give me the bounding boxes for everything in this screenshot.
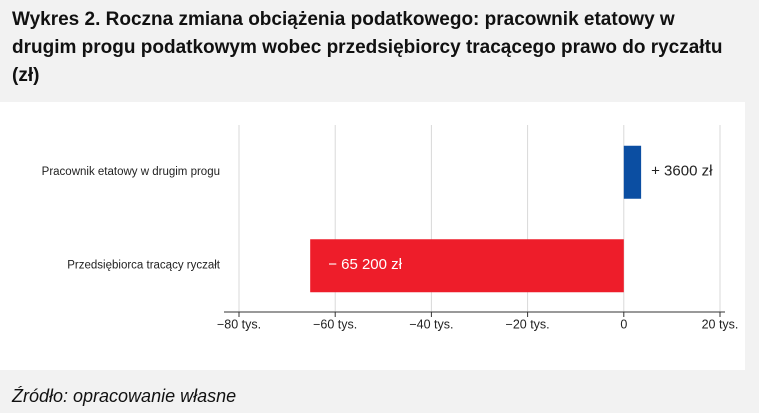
chart: −80 tys. −60 tys. −40 tys. −20 tys. 0 20 tys.… xyxy=(0,102,745,370)
y-tick-label: Przedsiębiorca tracący ryczałt xyxy=(67,259,221,271)
x-tick-label: −60 tys. xyxy=(313,317,357,331)
x-tick-label: 0 xyxy=(620,317,627,331)
chart-background xyxy=(0,102,745,370)
y-tick-label: Pracownik etatowy w drugim progu xyxy=(42,166,220,178)
value-label: + 3600 zł xyxy=(651,163,713,180)
bar xyxy=(310,239,624,293)
x-tick-label: −40 tys. xyxy=(409,317,453,331)
x-tick-label: −80 tys. xyxy=(217,317,261,331)
bar xyxy=(623,145,642,199)
x-tick-label: 20 tys. xyxy=(702,317,739,331)
value-label: − 65 200 zł xyxy=(328,256,402,273)
source-note: Źródło: opracowanie własne xyxy=(12,386,237,406)
chart-title: Wykres 2. Roczna zmiana obciążenia podat… xyxy=(12,9,723,86)
x-tick-label: −20 tys. xyxy=(506,317,550,331)
